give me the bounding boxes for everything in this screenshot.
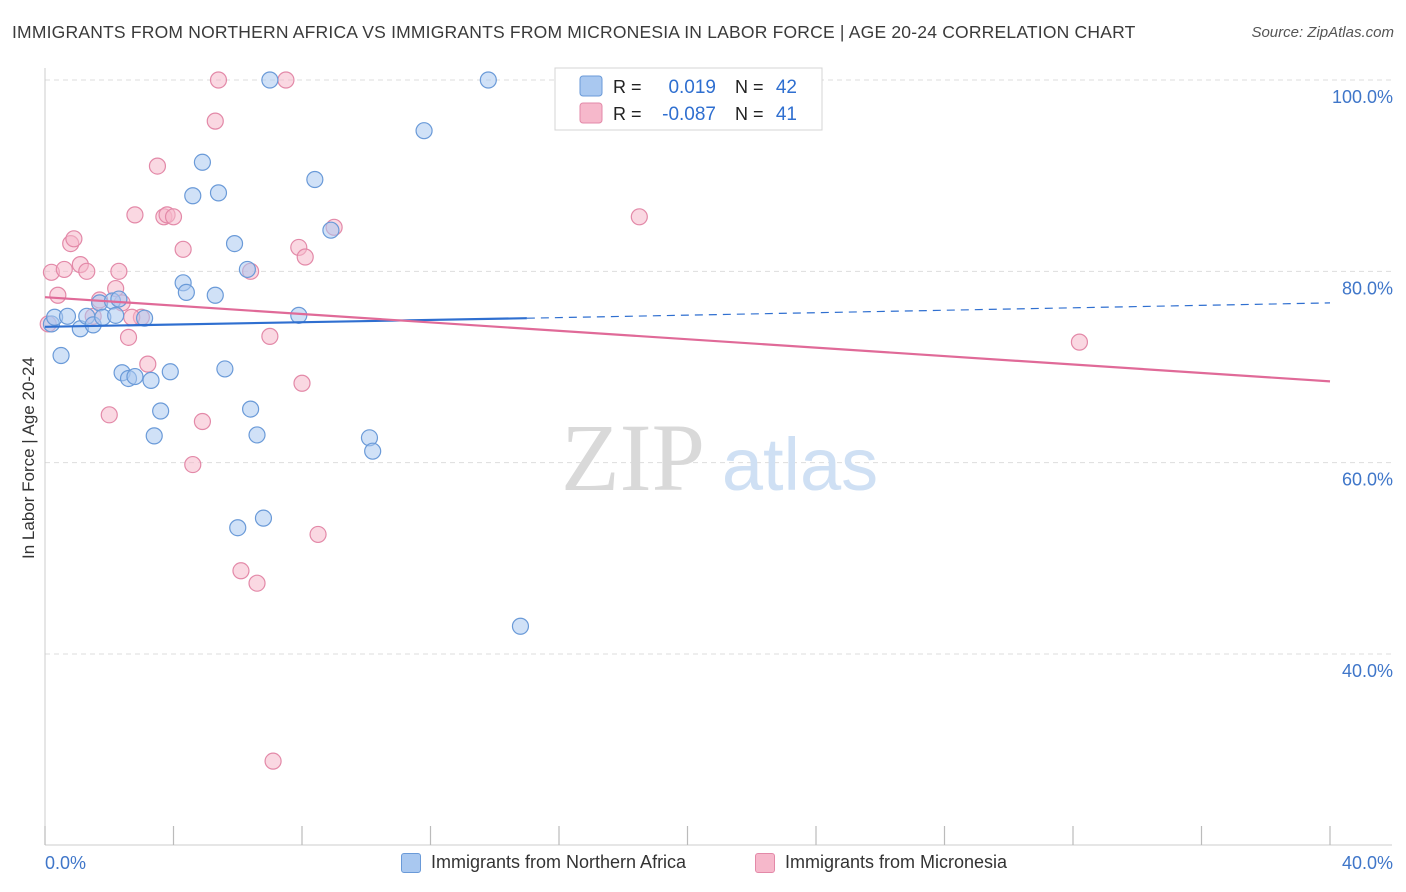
legend-label-northern-africa: Immigrants from Northern Africa [431, 852, 687, 872]
stats-r-label-pink: R = [613, 104, 642, 124]
northern-africa-point [306, 170, 324, 189]
micronesia-point [1070, 333, 1089, 351]
trend-lines [44, 296, 1331, 383]
northern-africa-point [322, 221, 340, 239]
watermark-atlas: atlas [722, 423, 878, 506]
micronesia-point [264, 752, 282, 770]
micronesia-point [100, 406, 118, 424]
y-tick-label: 40.0% [1342, 661, 1393, 681]
northern-africa-point [142, 371, 160, 389]
stats-r-label-blue: R = [613, 77, 642, 97]
northern-africa-point [110, 290, 128, 308]
legend-item-northern-africa[interactable]: Immigrants from Northern Africa [401, 852, 686, 873]
micronesia-point [193, 412, 212, 431]
micronesia-point [49, 286, 67, 304]
watermark-zip: ZIP [561, 404, 705, 511]
legend-label-micronesia: Immigrants from Micronesia [785, 852, 1008, 872]
stats-n-label-blue: N = [735, 77, 764, 97]
northern-africa-point [209, 184, 228, 202]
y-axis-label: In Labor Force | Age 20-24 [19, 357, 38, 559]
micronesia-point [164, 208, 183, 226]
northern-africa-point [161, 363, 179, 381]
micronesia-point [232, 562, 250, 580]
stats-n-value-pink: 41 [776, 104, 797, 125]
micronesia-point [119, 328, 138, 346]
stats-r-value-blue: 0.019 [668, 77, 716, 98]
micronesia-points [39, 71, 1089, 770]
micronesia-point [209, 71, 228, 89]
northern-africa-point [242, 400, 260, 418]
y-tick-label: 100.0% [1332, 87, 1393, 107]
micronesia-point [126, 206, 144, 224]
northern-africa-point [248, 426, 266, 444]
northern-africa-point [126, 367, 144, 386]
y-tick-labels: 40.0% 60.0% 80.0% 100.0% [1332, 87, 1393, 681]
micronesia-point [110, 262, 128, 280]
axes [44, 68, 1392, 846]
micronesia-point [148, 157, 167, 175]
y-tick-label: 80.0% [1342, 278, 1393, 298]
micronesia-point [248, 574, 266, 592]
northern-africa-point [58, 307, 77, 325]
northern-africa-trend-line [44, 317, 527, 328]
northern-africa-points [42, 71, 530, 635]
northern-africa-point [261, 71, 279, 89]
northern-africa-point [364, 442, 382, 460]
micronesia-point [296, 248, 314, 266]
northern-africa-point [229, 519, 247, 537]
northern-africa-point [415, 122, 433, 140]
micronesia-point [139, 355, 157, 373]
stats-r-value-pink: -0.087 [662, 104, 716, 125]
micronesia-point [261, 327, 279, 345]
northern-africa-point [145, 427, 163, 445]
micronesia-point [78, 262, 96, 280]
stats-n-value-blue: 42 [776, 77, 797, 98]
northern-africa-point [152, 402, 170, 420]
stats-legend-swatch-blue [579, 75, 603, 97]
micronesia-point [184, 455, 202, 474]
y-tick-label: 60.0% [1342, 470, 1393, 490]
northern-africa-point [511, 617, 530, 635]
legend-swatch-blue [401, 852, 421, 873]
source-label: Source: ZipAtlas.com [1251, 24, 1394, 41]
northern-africa-point [238, 260, 256, 279]
x-tick-labels: 0.0% 40.0% [45, 853, 1393, 873]
chart-title: IMMIGRANTS FROM NORTHERN AFRICA VS IMMIG… [12, 22, 1136, 42]
northern-africa-point [184, 187, 202, 205]
northern-africa-point [206, 286, 224, 304]
series-legend: Immigrants from Northern Africa Immigran… [0, 852, 1406, 878]
northern-africa-point [193, 153, 212, 171]
northern-africa-point [52, 346, 70, 365]
x-tick-label-max: 40.0% [1342, 853, 1393, 873]
northern-africa-point [177, 283, 195, 301]
micronesia-point [206, 112, 224, 130]
watermark: ZIP atlas [561, 404, 878, 511]
micronesia-point [277, 71, 295, 89]
northern-africa-point [225, 234, 244, 253]
micronesia-point [293, 374, 311, 392]
northern-africa-trend-extension [526, 302, 1331, 319]
northern-africa-point [479, 71, 497, 89]
x-tick-label-min: 0.0% [45, 853, 86, 873]
stats-legend: R = 0.019 N = 42 R = -0.087 N = 41 [554, 67, 823, 131]
northern-africa-point [254, 509, 273, 527]
northern-africa-point [107, 306, 125, 324]
micronesia-trend-line [44, 296, 1331, 383]
legend-swatch-pink [755, 852, 775, 873]
stats-n-label-pink: N = [735, 104, 764, 124]
micronesia-point [174, 240, 192, 258]
micronesia-point [309, 525, 327, 544]
northern-africa-point [290, 306, 308, 324]
micronesia-point [630, 208, 648, 226]
northern-africa-point [135, 309, 154, 327]
micronesia-point [65, 230, 83, 248]
micronesia-point [55, 260, 73, 279]
stats-legend-swatch-pink [579, 102, 603, 124]
northern-africa-point [216, 360, 234, 378]
legend-item-micronesia[interactable]: Immigrants from Micronesia [755, 852, 1007, 873]
